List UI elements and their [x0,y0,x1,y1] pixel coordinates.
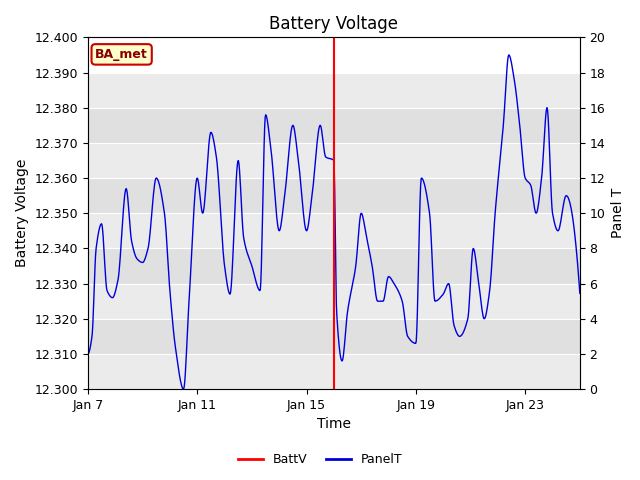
Bar [88,319,580,354]
Y-axis label: Battery Voltage: Battery Voltage [15,159,29,267]
Bar [88,178,580,213]
Bar [88,249,580,284]
Bar [88,108,580,143]
Text: BA_met: BA_met [95,48,148,61]
Bar [88,213,580,249]
X-axis label: Time: Time [317,418,351,432]
Bar [88,72,580,108]
Legend: BattV, PanelT: BattV, PanelT [232,448,408,471]
Title: Battery Voltage: Battery Voltage [269,15,398,33]
Y-axis label: Panel T: Panel T [611,188,625,239]
Bar [88,284,580,319]
Bar [88,143,580,178]
Bar [88,354,580,389]
